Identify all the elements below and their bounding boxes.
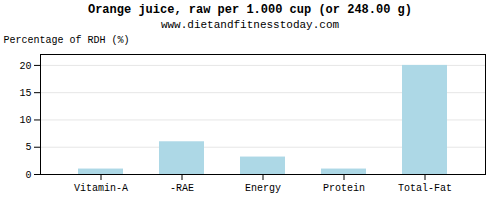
svg-text:15: 15 xyxy=(19,88,31,99)
svg-text:5: 5 xyxy=(25,142,31,153)
svg-text:Percentage of RDH (%): Percentage of RDH (%) xyxy=(4,35,130,46)
html-text:www.dietandfitnesstoday.com: www.dietandfitnesstoday.com xyxy=(160,19,340,31)
svg-text:Vitamin-A: Vitamin-A xyxy=(74,183,128,194)
svg-text:-RAE: -RAE xyxy=(170,183,194,194)
html-text:Orange juice, raw per 1.000 cu: Orange juice, raw per 1.000 cup (or 248.… xyxy=(88,3,412,17)
svg-text:Protein: Protein xyxy=(323,183,365,194)
svg-text:0: 0 xyxy=(25,170,31,181)
svg-text:Energy: Energy xyxy=(245,183,281,194)
svg-text:10: 10 xyxy=(19,115,31,126)
svg-text:Total-Fat: Total-Fat xyxy=(398,183,452,194)
svg-text:20: 20 xyxy=(19,61,31,72)
